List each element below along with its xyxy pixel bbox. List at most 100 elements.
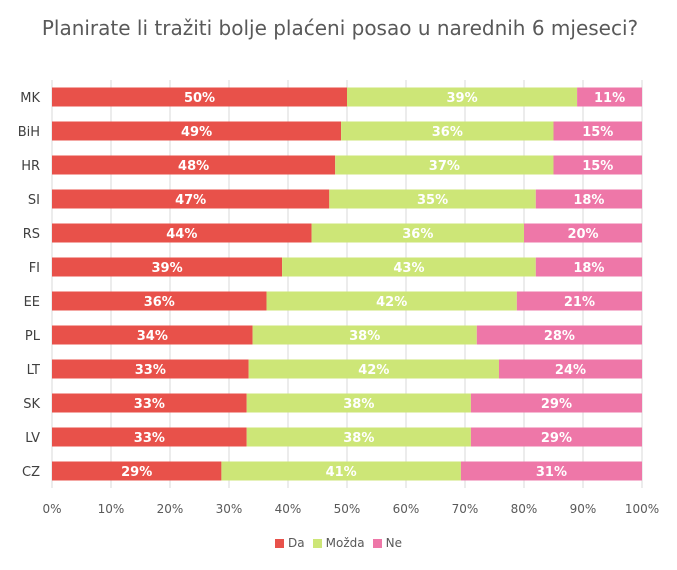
bar-segment [460, 461, 642, 481]
data-label: 29% [541, 431, 572, 446]
data-label: 44% [166, 227, 197, 242]
bar-segment [553, 121, 642, 141]
legend-item: Ne [372, 536, 402, 550]
bar-segment [335, 155, 554, 175]
data-label: 21% [564, 295, 595, 310]
data-label: 15% [582, 125, 613, 140]
x-tick-label: 40% [275, 502, 302, 516]
x-tick-label: 20% [157, 502, 184, 516]
x-tick-label: 80% [511, 502, 538, 516]
x-tick-label: 10% [98, 502, 125, 516]
x-tick-label: 100% [625, 502, 659, 516]
bar-segment [535, 189, 642, 209]
y-category-label: SK [23, 397, 40, 412]
bar-segment [52, 291, 267, 311]
data-label: 29% [121, 465, 152, 480]
data-label: 15% [582, 159, 613, 174]
bar-segment [52, 87, 347, 107]
data-label: 36% [432, 125, 463, 140]
bar-segment [266, 291, 517, 311]
data-label: 50% [184, 91, 215, 106]
bar-segment [252, 325, 477, 345]
data-label: 38% [349, 329, 380, 344]
legend-item: Da [275, 536, 305, 550]
bar-segment [329, 189, 536, 209]
bar-segment [52, 325, 253, 345]
y-category-label: LV [25, 431, 40, 446]
y-category-label: EE [24, 295, 40, 310]
data-label: 41% [326, 465, 357, 480]
data-label: 18% [573, 261, 604, 276]
bar-segment [52, 359, 249, 379]
bar-segment [341, 121, 554, 141]
data-label: 37% [429, 159, 460, 174]
bar-segment [476, 325, 642, 345]
y-category-label: LT [27, 363, 40, 378]
y-category-label: CZ [22, 465, 40, 480]
data-label: 33% [134, 397, 165, 412]
data-label: 39% [446, 91, 477, 106]
data-label: 42% [358, 363, 389, 378]
x-tick-label: 0% [42, 502, 61, 516]
data-label: 33% [135, 363, 166, 378]
data-label: 49% [181, 125, 212, 140]
bar-segment [52, 461, 222, 481]
bar-segment [52, 393, 247, 413]
legend-item: Možda [312, 536, 365, 550]
x-tick-label: 50% [334, 502, 361, 516]
data-label: 18% [573, 193, 604, 208]
x-tick-label: 70% [452, 502, 479, 516]
bar-segment [470, 427, 642, 447]
legend-swatch [275, 538, 285, 548]
data-label: 48% [178, 159, 209, 174]
bar-segment [52, 189, 330, 209]
data-label: 11% [594, 91, 625, 106]
bar-segment [52, 427, 247, 447]
data-label: 29% [541, 397, 572, 412]
y-category-label: PL [25, 329, 41, 344]
legend-label: Da [288, 536, 305, 550]
bar-segment [282, 257, 536, 277]
y-category-label: FI [29, 261, 40, 276]
bar-segment [248, 359, 499, 379]
legend-swatch [312, 538, 322, 548]
bar-segment [246, 393, 471, 413]
bar-segment [52, 223, 312, 243]
data-label: 36% [402, 227, 433, 242]
bar-segment [470, 393, 642, 413]
bar-segment [221, 461, 461, 481]
bar-segment [516, 291, 642, 311]
x-tick-label: 60% [393, 502, 420, 516]
y-category-label: MK [20, 91, 40, 106]
x-tick-label: 90% [570, 502, 597, 516]
data-label: 42% [376, 295, 407, 310]
data-label: 31% [536, 465, 567, 480]
bar-segment [347, 87, 578, 107]
data-label: 35% [417, 193, 448, 208]
legend: Da Možda Ne [0, 536, 677, 551]
data-label: 34% [137, 329, 168, 344]
bar-segment [535, 257, 642, 277]
bar-segment [52, 257, 283, 277]
y-category-label: HR [21, 159, 40, 174]
bar-segment [553, 155, 642, 175]
x-tick-label: 30% [216, 502, 243, 516]
bar-segment [52, 155, 336, 175]
data-label: 38% [343, 397, 374, 412]
data-label: 28% [544, 329, 575, 344]
bar-segment [52, 121, 342, 141]
data-label: 33% [134, 431, 165, 446]
y-category-label: SI [28, 193, 40, 208]
legend-label: Ne [385, 536, 402, 550]
data-label: 36% [144, 295, 175, 310]
bar-segment [524, 223, 642, 243]
data-label: 24% [555, 363, 586, 378]
legend-label: Možda [325, 536, 365, 550]
data-label: 39% [151, 261, 182, 276]
legend-swatch [372, 538, 382, 548]
y-category-label: RS [23, 227, 40, 242]
bar-segment [577, 87, 642, 107]
data-label: 47% [175, 193, 206, 208]
